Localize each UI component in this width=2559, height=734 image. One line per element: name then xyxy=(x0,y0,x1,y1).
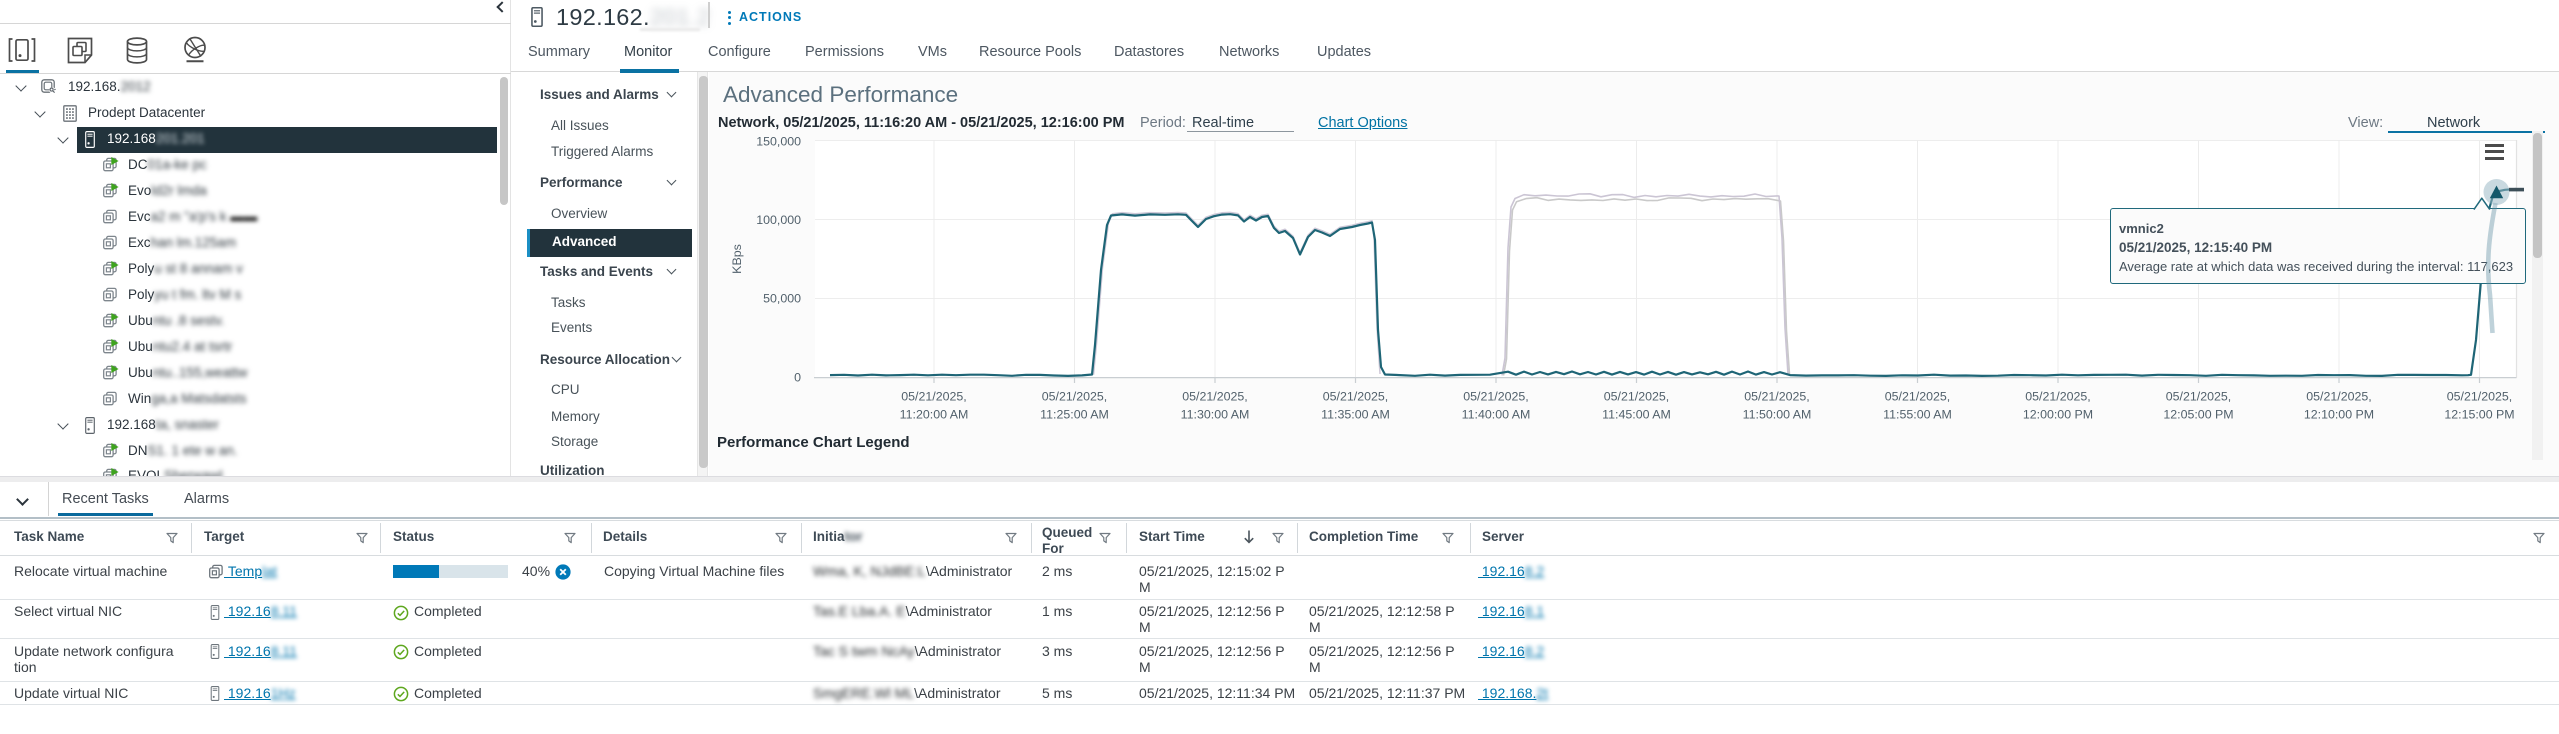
svg-text:05/21/2025,: 05/21/2025, xyxy=(1885,390,1950,404)
svg-text:0: 0 xyxy=(794,371,801,385)
svg-text:05/21/2025,: 05/21/2025, xyxy=(1042,390,1107,404)
svg-text:150,000: 150,000 xyxy=(756,135,801,149)
svg-text:11:50:00 AM: 11:50:00 AM xyxy=(1743,408,1812,422)
svg-text:05/21/2025,: 05/21/2025, xyxy=(901,390,966,404)
svg-text:12:00:00 PM: 12:00:00 PM xyxy=(2023,408,2093,422)
svg-text:11:30:00 AM: 11:30:00 AM xyxy=(1181,408,1250,422)
svg-text:100,000: 100,000 xyxy=(756,213,801,227)
svg-text:05/21/2025,: 05/21/2025, xyxy=(1323,390,1388,404)
svg-text:05/21/2025,: 05/21/2025, xyxy=(1182,390,1247,404)
svg-text:11:25:00 AM: 11:25:00 AM xyxy=(1040,408,1109,422)
svg-text:12:10:00 PM: 12:10:00 PM xyxy=(2304,408,2374,422)
svg-text:12:15:00 PM: 12:15:00 PM xyxy=(2444,408,2514,422)
svg-text:12:05:00 PM: 12:05:00 PM xyxy=(2163,408,2233,422)
svg-text:05/21/2025,: 05/21/2025, xyxy=(2447,390,2512,404)
svg-text:50,000: 50,000 xyxy=(763,292,801,306)
svg-text:05/21/2025,: 05/21/2025, xyxy=(2025,390,2090,404)
svg-text:05/21/2025,: 05/21/2025, xyxy=(2166,390,2231,404)
svg-text:KBps: KBps xyxy=(730,244,744,274)
svg-text:05/21/2025,: 05/21/2025, xyxy=(1744,390,1809,404)
svg-text:05/21/2025,: 05/21/2025, xyxy=(1604,390,1669,404)
svg-text:11:40:00 AM: 11:40:00 AM xyxy=(1462,408,1531,422)
svg-text:11:45:00 AM: 11:45:00 AM xyxy=(1602,408,1671,422)
svg-text:11:35:00 AM: 11:35:00 AM xyxy=(1321,408,1390,422)
svg-text:11:20:00 AM: 11:20:00 AM xyxy=(900,408,969,422)
svg-text:11:55:00 AM: 11:55:00 AM xyxy=(1883,408,1952,422)
svg-text:05/21/2025,: 05/21/2025, xyxy=(1463,390,1528,404)
svg-text:05/21/2025,: 05/21/2025, xyxy=(2306,390,2371,404)
